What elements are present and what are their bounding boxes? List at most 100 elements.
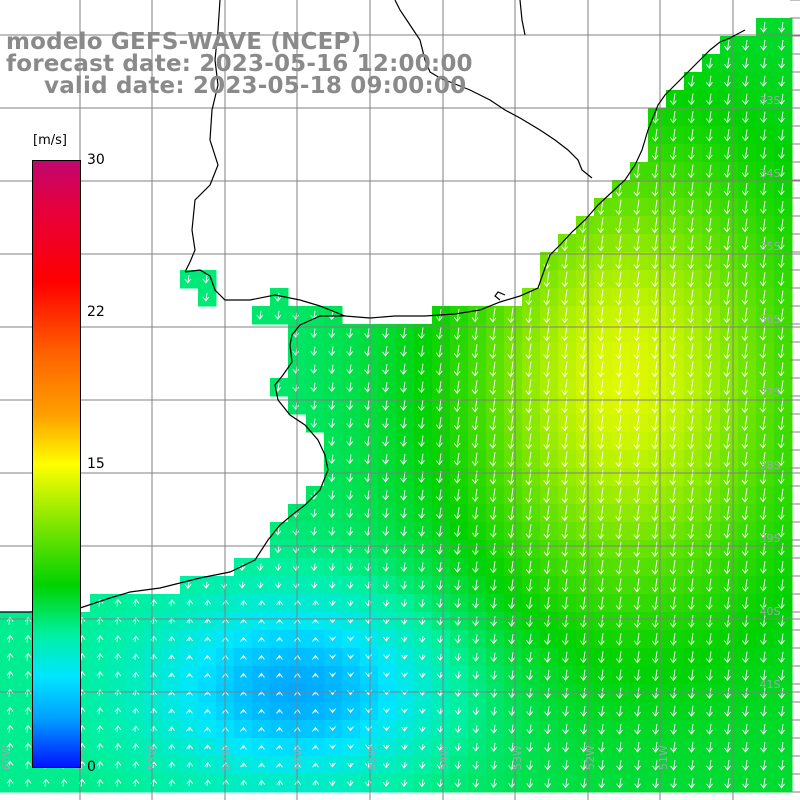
wind-arrow — [435, 489, 443, 502]
wind-arrow — [312, 672, 319, 678]
speed-cell — [756, 162, 775, 181]
speed-cell — [306, 306, 325, 325]
wind-arrow — [724, 723, 731, 735]
wind-arrow — [579, 433, 587, 450]
wind-arrow — [543, 505, 551, 522]
speed-cell — [558, 702, 577, 721]
wind-arrow — [777, 201, 785, 214]
wind-arrow — [561, 271, 569, 288]
speed-cell — [450, 504, 469, 523]
speed-cell — [486, 630, 505, 649]
wind-arrow — [615, 559, 623, 575]
speed-cell — [738, 36, 757, 55]
speed-cell — [756, 72, 775, 91]
speed-cell — [540, 558, 559, 577]
wind-arrow — [418, 672, 426, 679]
speed-cell — [360, 450, 379, 469]
speed-cell — [234, 576, 253, 595]
wind-arrow — [778, 760, 785, 771]
speed-cell — [630, 612, 649, 631]
speed-cell — [450, 324, 469, 343]
lat-label: 37S — [760, 386, 781, 399]
wind-arrow — [274, 582, 282, 589]
wind-arrow — [687, 614, 695, 628]
wind-arrow — [687, 523, 695, 539]
wind-arrow — [382, 328, 389, 339]
speed-cell — [684, 72, 703, 91]
wind-arrow — [6, 724, 14, 733]
wind-arrow — [114, 635, 122, 643]
wind-arrow — [525, 505, 533, 521]
speed-cell — [504, 630, 523, 649]
speed-cell — [738, 486, 757, 505]
wind-arrow — [418, 507, 425, 519]
wind-arrow — [400, 779, 408, 788]
wind-arrow — [526, 706, 533, 717]
speed-cell — [756, 414, 775, 433]
speed-cell — [774, 342, 793, 361]
speed-cell — [414, 756, 433, 775]
lat-label: 35S — [760, 240, 781, 253]
speed-cell — [504, 666, 523, 685]
wind-arrow — [687, 343, 695, 360]
speed-cell — [468, 594, 487, 613]
wind-arrow — [669, 128, 677, 142]
speed-cell — [774, 216, 793, 235]
speed-cell — [396, 396, 415, 415]
speed-cell — [414, 522, 433, 541]
speed-cell — [612, 180, 631, 199]
speed-cell — [360, 594, 379, 613]
wind-arrow — [507, 361, 515, 378]
wind-arrow — [669, 469, 677, 486]
speed-cell — [774, 144, 793, 163]
wind-arrow — [741, 542, 749, 557]
wind-arrow — [258, 708, 265, 714]
speed-cell — [468, 522, 487, 541]
speed-cell — [774, 612, 793, 631]
speed-cell — [738, 270, 757, 289]
wind-arrow — [741, 254, 749, 269]
wind-arrow — [471, 398, 479, 413]
speed-cell — [486, 522, 505, 541]
wind-arrow — [598, 669, 605, 682]
wind-arrow — [436, 761, 444, 770]
speed-cell — [378, 774, 397, 793]
wind-arrow — [598, 687, 605, 699]
speed-cell — [702, 684, 721, 703]
wind-arrow — [454, 689, 462, 698]
wind-arrow — [312, 779, 320, 786]
wind-arrow — [760, 742, 767, 753]
wind-arrow — [310, 382, 318, 393]
speed-cell — [432, 756, 451, 775]
wind-arrow — [132, 598, 140, 607]
wind-arrow — [329, 726, 336, 732]
wind-arrow — [490, 742, 498, 752]
wind-arrow — [777, 344, 785, 359]
wind-arrow — [723, 415, 731, 432]
wind-arrow — [615, 271, 623, 288]
wind-arrow — [670, 760, 677, 771]
wind-arrow — [669, 325, 677, 342]
speed-cell — [540, 648, 559, 667]
wind-arrow — [114, 778, 122, 787]
speed-cell — [738, 162, 757, 181]
wind-arrow — [347, 654, 354, 660]
wind-arrow — [759, 129, 767, 142]
speed-cell — [396, 450, 415, 469]
speed-cell — [648, 180, 667, 199]
speed-cell — [324, 504, 343, 523]
wind-arrow — [705, 200, 713, 215]
speed-cell — [648, 738, 667, 757]
wind-arrow — [312, 636, 319, 642]
wind-arrow — [633, 235, 641, 252]
wind-arrow — [453, 416, 461, 430]
wind-arrow — [778, 21, 785, 33]
wind-arrow — [114, 671, 122, 678]
wind-arrow — [132, 778, 140, 787]
speed-cell — [432, 702, 451, 721]
speed-cell — [468, 486, 487, 505]
wind-arrow — [669, 505, 677, 522]
wind-arrow — [435, 435, 443, 448]
wind-arrow — [778, 111, 785, 124]
